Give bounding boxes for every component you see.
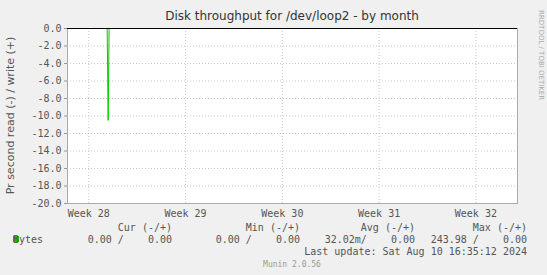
- svg-text:-18.0: -18.0: [31, 180, 61, 191]
- svg-text:Last update: Sat Aug 10 16:35:: Last update: Sat Aug 10 16:35:12 2024: [304, 246, 527, 257]
- svg-text:-14.0: -14.0: [31, 145, 61, 156]
- svg-text:Week 32: Week 32: [455, 208, 497, 219]
- svg-text:-6.0: -6.0: [37, 75, 61, 86]
- svg-text:-2.0: -2.0: [37, 40, 61, 51]
- svg-text:Week 30: Week 30: [261, 208, 303, 219]
- svg-text:0.00 / 0.00: 0.00 / 0.00: [216, 234, 300, 245]
- svg-text:-10.0: -10.0: [31, 110, 61, 121]
- svg-text:Avg (-/+): Avg (-/+): [361, 222, 415, 233]
- svg-text:Munin 2.0.56: Munin 2.0.56: [263, 260, 321, 269]
- svg-text:-8.0: -8.0: [37, 93, 61, 104]
- svg-text:RRDTOOL / TOBI OETIKER: RRDTOOL / TOBI OETIKER: [537, 10, 545, 100]
- svg-text:Bytes: Bytes: [13, 234, 43, 245]
- svg-text:-16.0: -16.0: [31, 163, 61, 174]
- svg-text:Week 31: Week 31: [358, 208, 400, 219]
- svg-text:Week 29: Week 29: [164, 208, 206, 219]
- svg-text:Disk throughput for /dev/loop2: Disk throughput for /dev/loop2 - by mont…: [165, 9, 419, 23]
- svg-text:Pr second read (-) / write (+): Pr second read (-) / write (+): [4, 37, 17, 195]
- svg-text:Cur (-/+): Cur (-/+): [118, 222, 172, 233]
- svg-text:Week 28: Week 28: [68, 208, 110, 219]
- svg-text:-12.0: -12.0: [31, 128, 61, 139]
- svg-text:Max (-/+): Max (-/+): [473, 222, 527, 233]
- svg-text:Min (-/+): Min (-/+): [246, 222, 300, 233]
- svg-text:-20.0: -20.0: [31, 198, 61, 209]
- svg-text:243.98 / 0.00: 243.98 / 0.00: [431, 234, 527, 245]
- svg-text:0.00 / 0.00: 0.00 / 0.00: [88, 234, 172, 245]
- svg-text:0.0: 0.0: [43, 23, 61, 34]
- svg-text:32.02m/ 0.00: 32.02m/ 0.00: [325, 234, 415, 245]
- svg-text:-4.0: -4.0: [37, 58, 61, 69]
